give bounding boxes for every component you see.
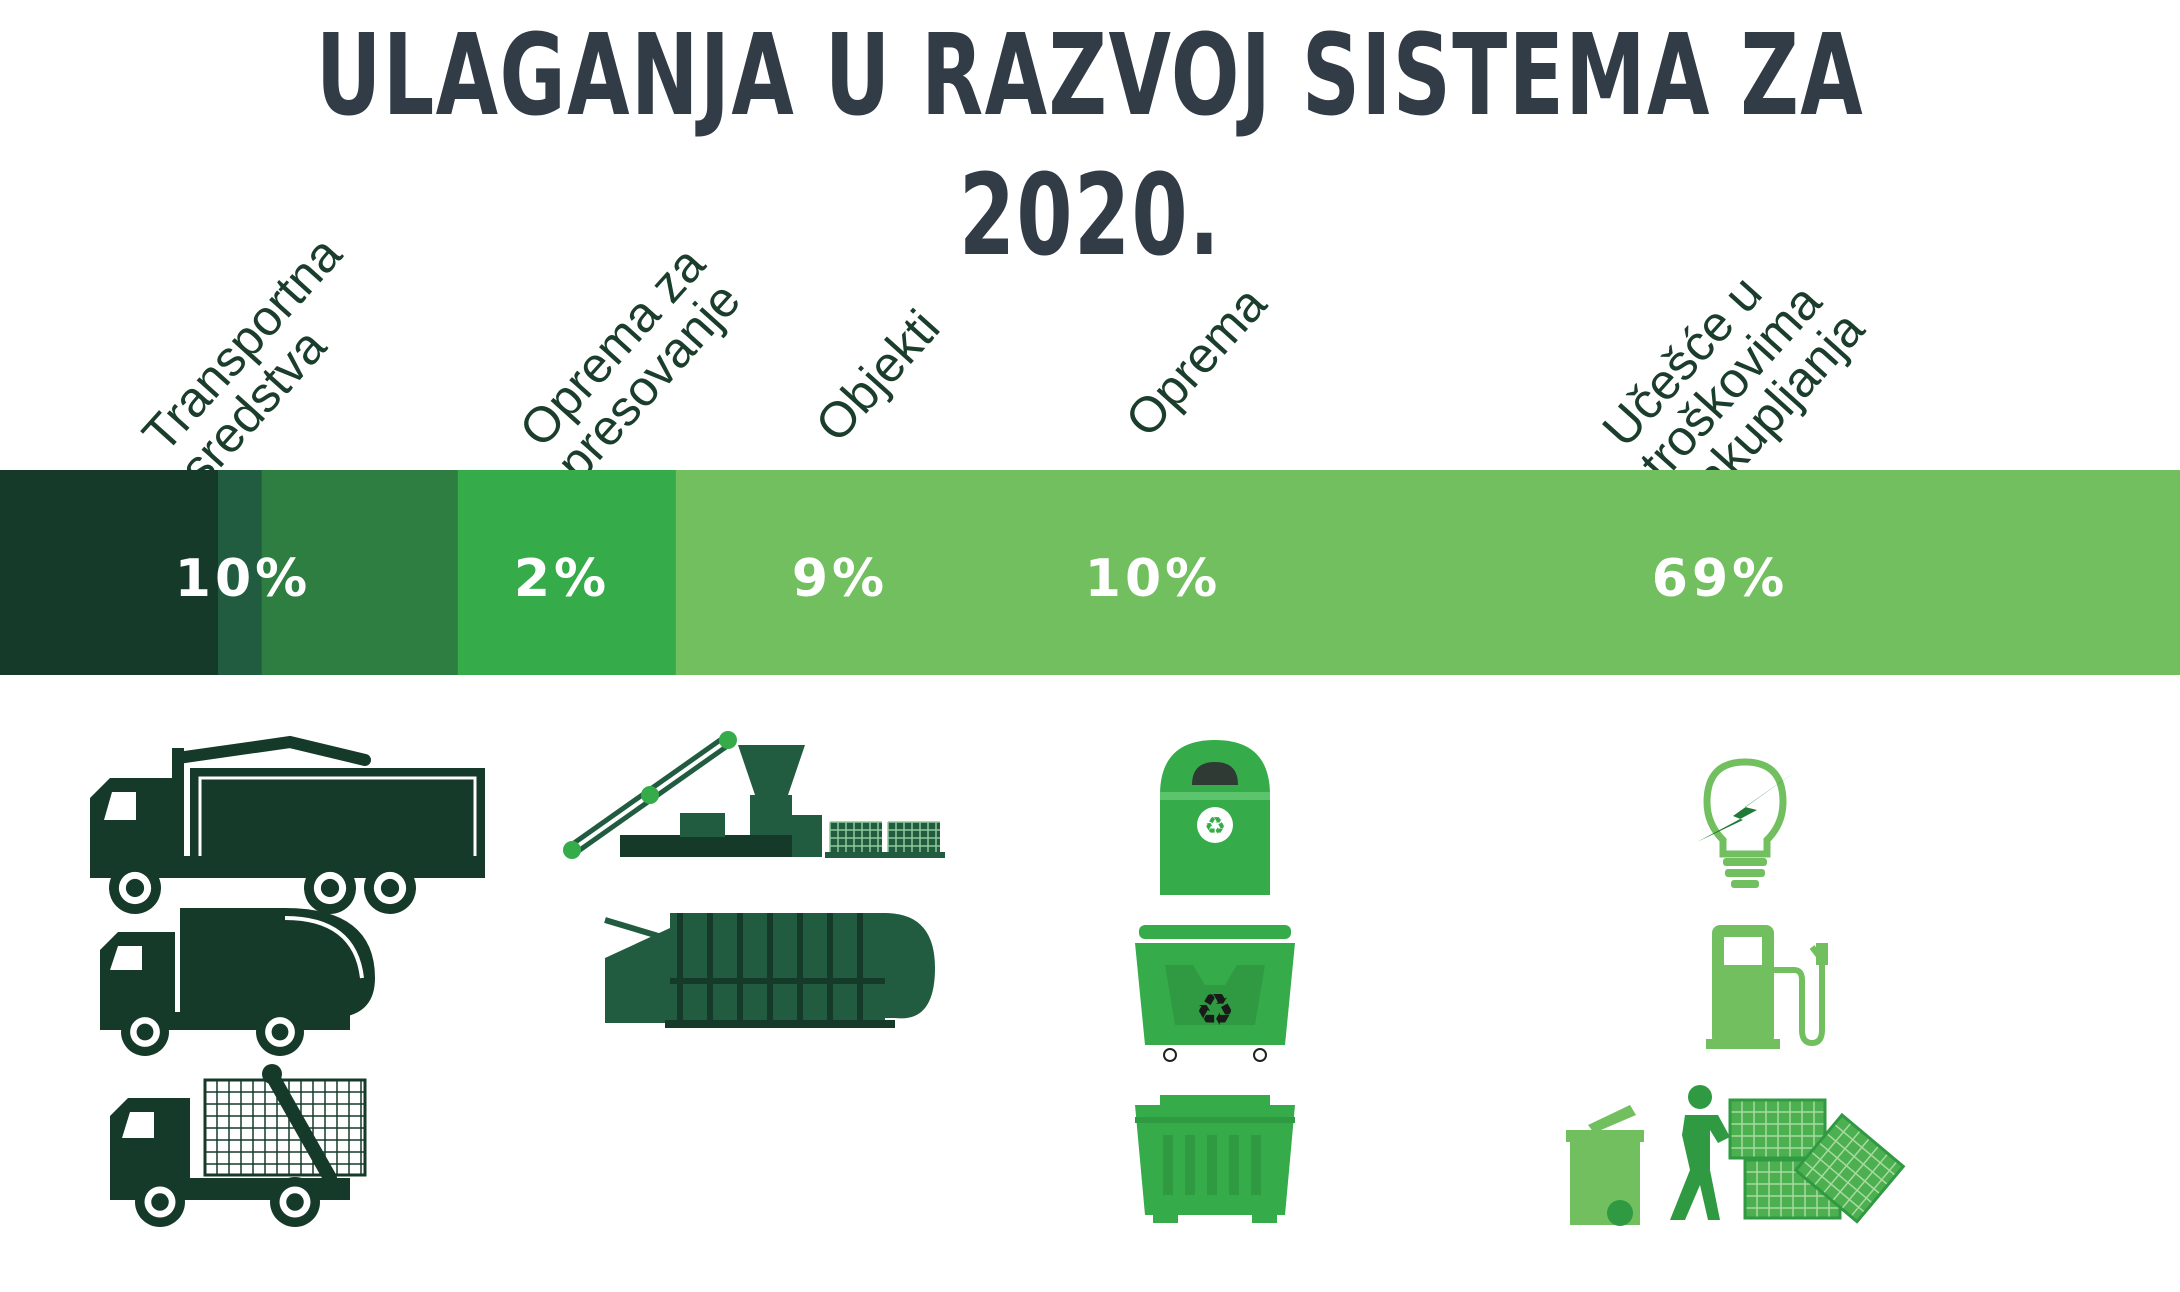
bar-segment [218,470,263,675]
recycling-container-icon: ♻ [1135,925,1295,1062]
category-label-line: Oprema [1115,276,1278,448]
bar-segment [675,470,2180,675]
press-container-icon [604,913,935,1028]
value-labels: 10% 2% 9% 10% 69% [175,549,1788,609]
value-label: 10% [175,549,311,609]
value-label: 10% [1085,549,1221,609]
bar-segment [0,470,219,675]
value-label: 9% [792,549,888,609]
recycling-bin-icon: ♻ [1160,740,1270,895]
page-title: ULAGANJA U RAZVOJ SISTEMA ZA 2020. [315,11,1865,281]
baler-conveyor-icon [563,731,945,859]
worker-bales-icon [1566,1085,1906,1226]
category-label: Oprema [1115,276,1278,448]
value-label: 69% [1652,549,1788,609]
bar-segment [457,470,677,675]
category-label-line: Objekti [805,299,951,452]
fuel-pump-icon [1706,925,1828,1049]
skip-container-icon [1135,1095,1295,1223]
skip-loader-truck-icon [110,1064,367,1227]
bar-segments [0,470,2180,675]
category-label: Objekti [805,299,951,452]
crane-truck-icon [90,735,485,914]
value-label: 2% [514,549,610,609]
svg-text:♻: ♻ [1204,812,1226,840]
lightbulb-icon [1697,758,1795,888]
garbage-truck-icon [100,908,375,1056]
bar-segment [261,470,459,675]
svg-text:♻: ♻ [1195,985,1234,1036]
category-icons: ♻♻ [90,731,1906,1227]
